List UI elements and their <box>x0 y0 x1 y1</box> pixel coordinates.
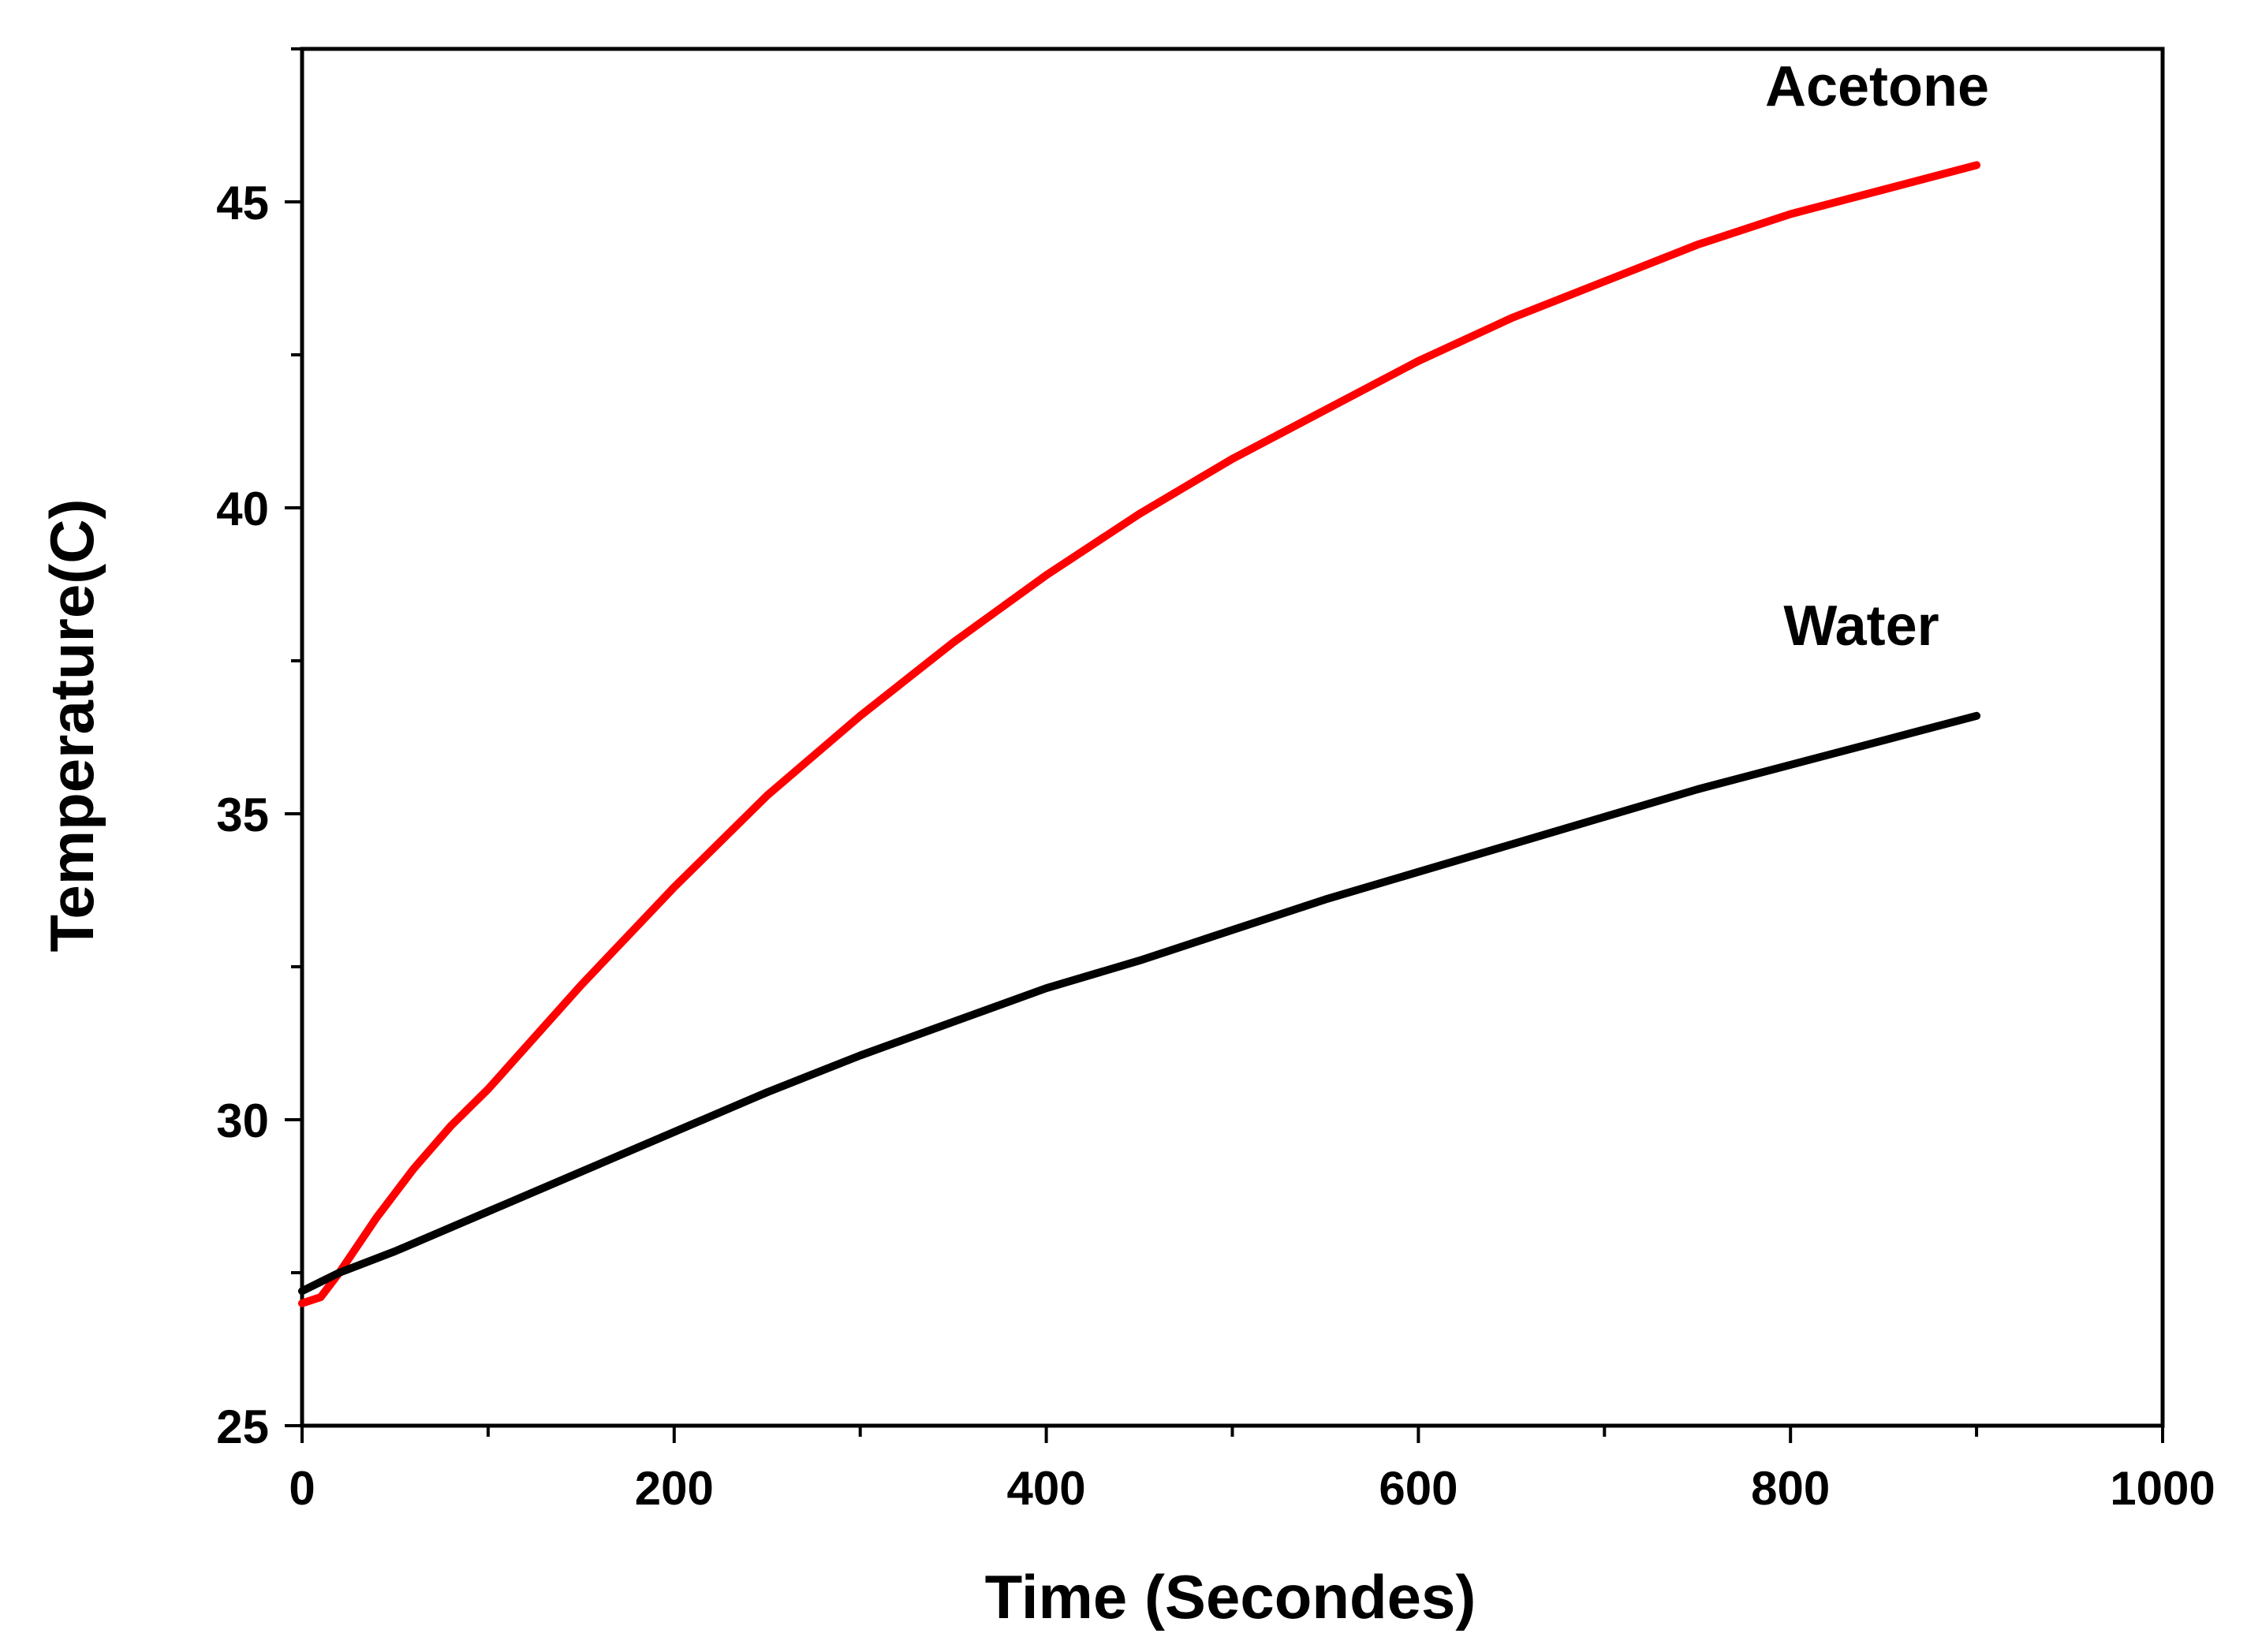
x-tick-label: 600 <box>1379 1462 1458 1515</box>
x-tick-label: 400 <box>1007 1462 1086 1515</box>
x-tick-label: 200 <box>635 1462 714 1515</box>
series-line-water <box>298 711 1981 1296</box>
y-axis-label: Temperature(C) <box>37 499 106 953</box>
x-tick-label: 0 <box>289 1462 315 1515</box>
x-axis-label: Time (Secondes) <box>985 1562 1476 1631</box>
series-label-acetone: Acetone <box>1765 55 1989 118</box>
series-line-acetone <box>298 161 1981 1307</box>
y-tick-label: 40 <box>216 483 269 535</box>
y-tick-label: 30 <box>216 1094 269 1147</box>
x-tick-label: 800 <box>1751 1462 1830 1515</box>
series-label-water: Water <box>1783 595 1939 658</box>
y-tick-label: 35 <box>216 789 269 841</box>
x-tick-label: 1000 <box>2110 1462 2215 1515</box>
y-tick-label: 45 <box>216 177 269 229</box>
y-tick-label: 25 <box>216 1400 269 1453</box>
